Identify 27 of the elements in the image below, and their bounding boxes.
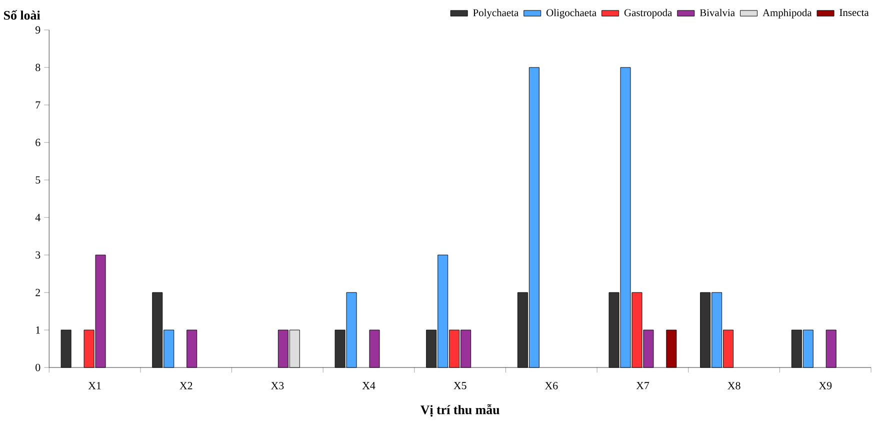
x-tick-label: X5 [454, 382, 466, 390]
y-tick-label: 5 [36, 176, 40, 184]
y-tick-label: 8 [36, 64, 40, 71]
x-tick-label: X7 [636, 382, 650, 389]
x-tick-label: X6 [544, 382, 558, 390]
x-tick-label: X2 [180, 382, 192, 390]
y-tick-label: 1 [36, 326, 40, 334]
y-tick-label: 7 [36, 101, 40, 108]
x-tick-label: X9 [818, 382, 832, 390]
y-tick-label: 6 [36, 138, 40, 146]
y-tick-label: 9 [35, 26, 40, 34]
x-tick-label: X4 [362, 382, 376, 390]
legend-label: Gastropoda [624, 8, 672, 18]
legend-label: Oligochaeta [546, 8, 596, 18]
legend-label: Polychaeta [473, 8, 518, 18]
x-axis-title: Vị trí thu mẫu [420, 404, 500, 416]
x-tick-label: X3 [270, 382, 284, 390]
legend-label: Bivalvia [700, 8, 735, 16]
x-tick-label: X8 [728, 382, 740, 390]
x-tick-label: X1 [88, 382, 101, 390]
y-tick-label: 0 [36, 364, 40, 371]
legend-label: Insecta [840, 8, 869, 16]
legend-label: Amphipoda [762, 8, 812, 18]
y-tick-label: 3 [36, 251, 40, 258]
y-tick-label: 2 [36, 288, 40, 296]
y-axis-title: Số loài [4, 10, 40, 20]
y-tick-label: 4 [35, 214, 40, 221]
